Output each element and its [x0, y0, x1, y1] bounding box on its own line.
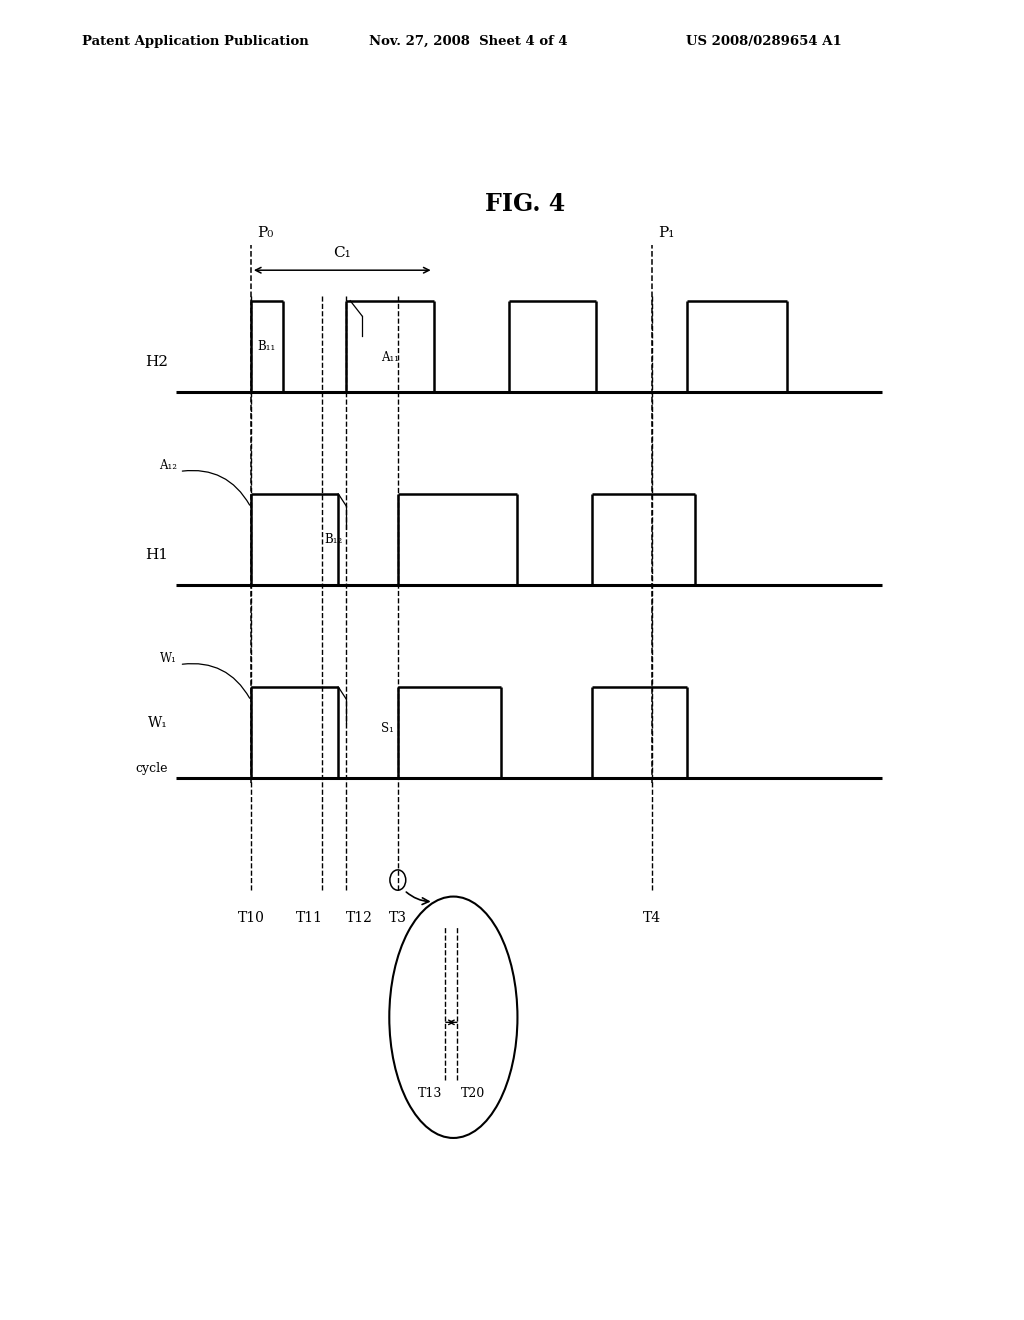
Text: T3: T3: [389, 911, 407, 924]
Text: H1: H1: [144, 548, 168, 562]
Text: T13: T13: [418, 1088, 442, 1100]
Text: H2: H2: [144, 355, 168, 368]
Text: S₁: S₁: [381, 722, 394, 735]
Text: T20: T20: [461, 1088, 484, 1100]
Text: T11: T11: [296, 911, 323, 924]
Text: W₁: W₁: [161, 652, 177, 665]
Text: T10: T10: [238, 911, 264, 924]
Text: P₀: P₀: [257, 226, 273, 240]
Text: C₁: C₁: [334, 246, 351, 260]
Text: Nov. 27, 2008  Sheet 4 of 4: Nov. 27, 2008 Sheet 4 of 4: [369, 34, 567, 48]
Text: FIG. 4: FIG. 4: [484, 193, 565, 216]
Text: T12: T12: [346, 911, 373, 924]
Text: B₁₂: B₁₂: [324, 533, 342, 546]
Text: P₁: P₁: [658, 226, 675, 240]
Text: cycle: cycle: [135, 762, 168, 775]
Text: A₁₂: A₁₂: [159, 459, 177, 471]
Text: T4: T4: [643, 911, 660, 924]
Text: US 2008/0289654 A1: US 2008/0289654 A1: [686, 34, 842, 48]
Text: Patent Application Publication: Patent Application Publication: [82, 34, 308, 48]
Text: B₁₁: B₁₁: [258, 341, 276, 352]
Text: W₁: W₁: [147, 715, 168, 730]
Text: A₁₁: A₁₁: [381, 351, 399, 364]
